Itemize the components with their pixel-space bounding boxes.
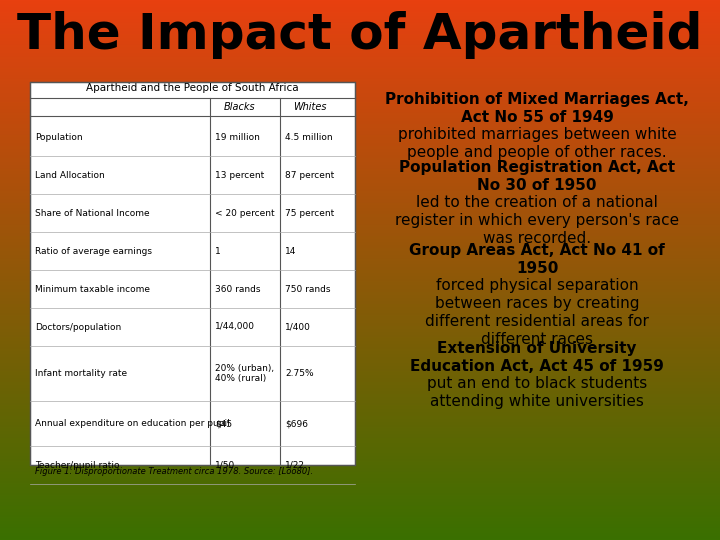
Text: Infant mortality rate: Infant mortality rate bbox=[35, 369, 127, 378]
Text: Apartheid and the People of South Africa: Apartheid and the People of South Africa bbox=[86, 83, 298, 93]
Text: put an end to black students
attending white universities: put an end to black students attending w… bbox=[427, 376, 647, 409]
FancyBboxPatch shape bbox=[30, 82, 355, 465]
Text: 360 rands: 360 rands bbox=[215, 285, 261, 294]
Text: forced physical separation
between races by creating
different residential areas: forced physical separation between races… bbox=[425, 278, 649, 347]
Text: 13 percent: 13 percent bbox=[215, 171, 264, 179]
Text: Whites: Whites bbox=[293, 102, 327, 112]
Text: The Impact of Apartheid: The Impact of Apartheid bbox=[17, 11, 703, 59]
Text: Doctors/population: Doctors/population bbox=[35, 322, 121, 332]
Text: 75 percent: 75 percent bbox=[285, 208, 334, 218]
Text: Extension of University
Education Act, Act 45 of 1959: Extension of University Education Act, A… bbox=[410, 341, 664, 374]
Text: $45: $45 bbox=[215, 419, 232, 428]
Text: 1/400: 1/400 bbox=[285, 322, 311, 332]
Text: 1/50: 1/50 bbox=[215, 461, 235, 469]
Text: 87 percent: 87 percent bbox=[285, 171, 334, 179]
Text: Blacks: Blacks bbox=[224, 102, 256, 112]
Text: $696: $696 bbox=[285, 419, 308, 428]
Text: 20% (urban),
40% (rural): 20% (urban), 40% (rural) bbox=[215, 364, 274, 383]
Text: 2.75%: 2.75% bbox=[285, 369, 314, 378]
Text: 1/44,000: 1/44,000 bbox=[215, 322, 255, 332]
Text: 4.5 million: 4.5 million bbox=[285, 132, 333, 141]
Text: 1: 1 bbox=[215, 246, 221, 255]
Text: Group Areas Act, Act No 41 of
1950: Group Areas Act, Act No 41 of 1950 bbox=[409, 243, 665, 276]
Text: Prohibition of Mixed Marriages Act,
Act No 55 of 1949: Prohibition of Mixed Marriages Act, Act … bbox=[385, 92, 689, 125]
Text: Land Allocation: Land Allocation bbox=[35, 171, 104, 179]
Text: 1/22: 1/22 bbox=[285, 461, 305, 469]
Text: Ratio of average earnings: Ratio of average earnings bbox=[35, 246, 152, 255]
Text: Minimum taxable income: Minimum taxable income bbox=[35, 285, 150, 294]
Text: Population: Population bbox=[35, 132, 83, 141]
Text: Share of National Income: Share of National Income bbox=[35, 208, 150, 218]
Text: Population Registration Act, Act
No 30 of 1950: Population Registration Act, Act No 30 o… bbox=[399, 160, 675, 193]
Text: < 20 percent: < 20 percent bbox=[215, 208, 274, 218]
Text: 14: 14 bbox=[285, 246, 297, 255]
Text: led to the creation of a national
register in which every person's race
was reco: led to the creation of a national regist… bbox=[395, 195, 679, 246]
Text: prohibited marriages between white
people and people of other races.: prohibited marriages between white peopl… bbox=[397, 127, 676, 160]
Text: 19 million: 19 million bbox=[215, 132, 260, 141]
Text: Annual expenditure on education per pupil: Annual expenditure on education per pupi… bbox=[35, 419, 230, 428]
Text: Figure 1: Disproportionate Treatment circa 1978. Source: [Loo80].: Figure 1: Disproportionate Treatment cir… bbox=[35, 468, 313, 476]
Text: 750 rands: 750 rands bbox=[285, 285, 330, 294]
Text: Teacher/pupil ratio: Teacher/pupil ratio bbox=[35, 461, 120, 469]
